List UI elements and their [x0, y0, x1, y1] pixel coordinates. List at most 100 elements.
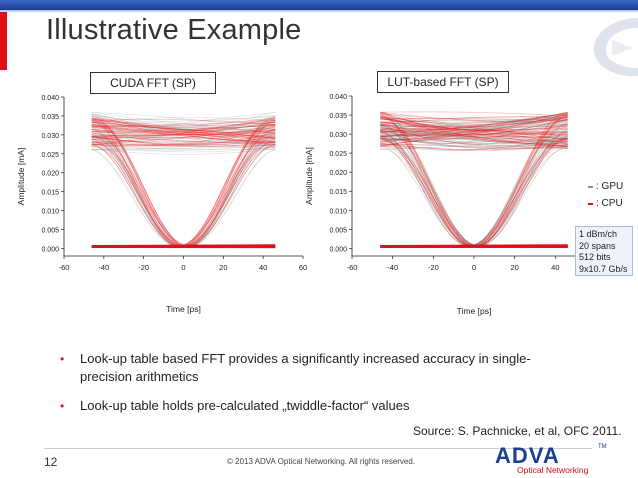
- eye-trace: [91, 118, 276, 141]
- eye-trace: [91, 140, 276, 149]
- eye-trace: [380, 124, 568, 139]
- chart-label-lut-fft: LUT-based FFT (SP): [377, 71, 509, 93]
- bullet-item: • Look-up table holds pre-calculated „tw…: [60, 397, 580, 415]
- legend-item-cpu: : CPU: [588, 195, 623, 212]
- param-bits: 512 bits: [579, 252, 611, 262]
- eye-trace: [380, 121, 568, 131]
- series-cpu: [380, 111, 568, 248]
- eye-trace: [380, 113, 568, 142]
- eye-trace: [380, 138, 568, 247]
- eye-trace: [380, 122, 568, 133]
- eye-trace: [91, 143, 276, 152]
- eye-panel-0: 0.000 0.005 0.010 0.015 0.020 0.025 0.030 0.035…: [16, 95, 307, 314]
- arrow-swirl-icon: [593, 18, 638, 77]
- eye-trace: [380, 116, 568, 145]
- eye-trace: [380, 126, 568, 133]
- eye-trace: [380, 114, 568, 142]
- eye-trace: [91, 112, 276, 140]
- y-tick-label: 0.040: [329, 94, 347, 101]
- eye-trace: [91, 123, 276, 134]
- eye-trace: [91, 145, 276, 150]
- eye-trace: [380, 115, 568, 134]
- top-bar: [0, 0, 638, 10]
- eye-trace: [91, 129, 276, 248]
- bullet-list: • Look-up table based FFT provides a sig…: [60, 350, 580, 426]
- eye-trace: [380, 116, 568, 133]
- eye-trace: [380, 116, 568, 141]
- x-tick-label: -40: [387, 263, 398, 272]
- eye-trace: [380, 129, 568, 145]
- eye-trace: [380, 127, 568, 142]
- y-axis-title: Amplitude [mA]: [304, 147, 314, 205]
- eye-trace: [91, 129, 276, 136]
- eye-trace: [380, 132, 568, 150]
- eye-trace: [91, 113, 276, 131]
- eye-trace: [380, 123, 568, 136]
- eye-trace: [91, 125, 276, 138]
- eye-trace: [91, 121, 276, 135]
- eye-trace: [380, 114, 568, 127]
- legend-item-gpu: : GPU: [588, 178, 623, 195]
- eye-trace: [91, 139, 276, 143]
- eye-trace: [91, 124, 276, 129]
- eye-trace: [91, 112, 276, 133]
- simulation-params-box: 1 dBm/ch 20 spans 512 bits 9x10.7 Gb/s: [575, 226, 633, 276]
- eye-trace: [91, 121, 276, 134]
- eye-trace: [91, 136, 276, 147]
- eye-trace: [91, 121, 276, 136]
- eye-trace: [91, 114, 276, 125]
- x-tick-label: 20: [510, 263, 518, 272]
- eye-trace: [91, 125, 276, 127]
- eye-trace: [380, 112, 568, 143]
- eye-trace: [380, 118, 568, 129]
- eye-trace: [380, 113, 568, 138]
- logo-tagline: Optical Networking: [517, 465, 589, 475]
- eye-trace: [380, 118, 568, 139]
- eye-trace: [91, 144, 276, 153]
- eye-trace: [91, 116, 276, 140]
- eye-trace: [380, 111, 568, 122]
- eye-trace: [91, 125, 276, 146]
- eye-trace: [91, 127, 276, 145]
- eye-trace: [380, 111, 568, 143]
- eye-trace: [91, 118, 276, 140]
- x-tick-label: -60: [59, 263, 70, 272]
- eye-trace: [91, 143, 276, 150]
- eye-trace: [380, 111, 568, 117]
- x-tick-label: 60: [299, 263, 307, 272]
- eye-trace: [91, 127, 276, 142]
- eye-trace: [380, 143, 568, 148]
- eye-panel-1: 0.000 0.005 0.010 0.015 0.020 0.025 0.030 0.035…: [304, 94, 600, 316]
- eye-trace: [91, 127, 276, 146]
- eye-trace: [380, 137, 568, 143]
- eye-trace: [91, 132, 276, 143]
- eye-trace: [91, 136, 276, 145]
- eye-trace: [91, 124, 276, 133]
- eye-trace: [380, 116, 568, 126]
- eye-trace: [380, 139, 568, 247]
- eye-trace: [91, 135, 276, 145]
- x-tick-label: 20: [219, 263, 227, 272]
- zero-level-band: [380, 244, 568, 248]
- eye-trace: [91, 125, 276, 134]
- legend-label-cpu: : CPU: [596, 198, 623, 209]
- eye-trace: [380, 143, 568, 150]
- eye-trace: [380, 119, 568, 145]
- eye-trace: [380, 127, 568, 131]
- legend: : GPU : CPU: [588, 178, 623, 212]
- eye-trace: [380, 126, 568, 144]
- x-tick-label: -20: [138, 263, 149, 272]
- x-tick-label: -20: [428, 263, 439, 272]
- eye-trace: [91, 136, 276, 246]
- eye-trace: [91, 119, 276, 142]
- bullet-marker-icon: •: [60, 399, 65, 413]
- eye-trace: [380, 145, 568, 246]
- y-tick-label: 0.005: [329, 227, 347, 234]
- eye-trace: [91, 144, 276, 151]
- eye-trace: [91, 123, 276, 133]
- eye-trace: [91, 124, 276, 132]
- copyright-notice: © 2013 ADVA Optical Networking. All righ…: [227, 457, 416, 466]
- eye-trace: [91, 141, 276, 146]
- eye-trace: [91, 129, 276, 138]
- logo-wordmark: ADVA: [495, 443, 560, 468]
